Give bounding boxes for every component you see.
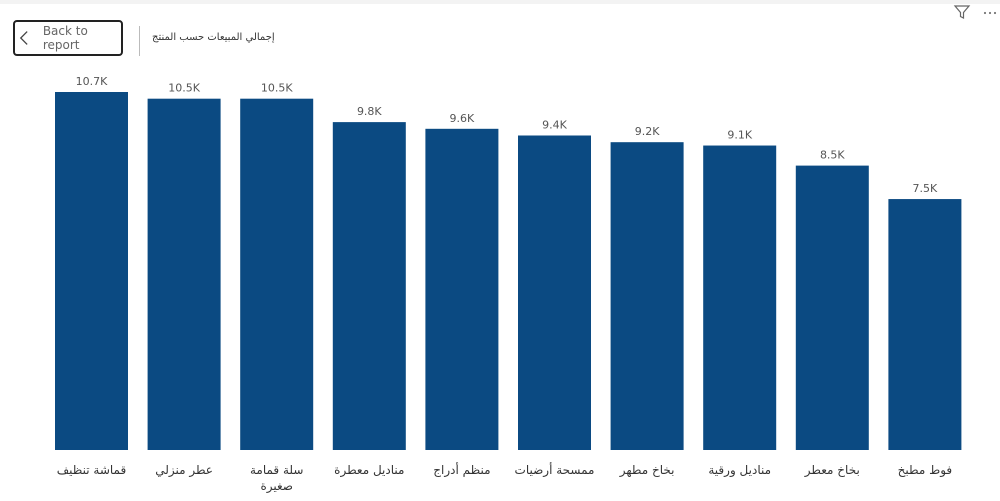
x-axis-label: ممسحة أرضيات [515,462,595,478]
chevron-left-icon [19,31,28,45]
back-to-report-button[interactable]: Back to report [13,20,123,56]
x-axis-label: بخاخ مطهر [619,463,675,478]
data-label: 10.5K [168,82,200,95]
data-label: 9.8K [357,105,382,118]
bar[interactable] [610,142,684,450]
filter-icon[interactable] [953,3,971,21]
more-options-icon[interactable] [982,3,998,21]
data-label: 9.6K [450,112,475,125]
divider [139,26,140,56]
data-label: 10.7K [76,75,108,88]
bar[interactable] [240,98,314,450]
data-label: 9.4K [542,118,567,131]
x-axis-label: سلة قمامة [250,463,303,477]
bar[interactable] [795,165,869,450]
x-axis-label: فوط مطبخ [898,463,953,478]
bar[interactable] [332,122,406,450]
data-label: 9.2K [635,125,660,138]
top-border [0,0,1000,4]
x-axis-label: بخاخ معطر [804,463,860,478]
bar[interactable] [888,199,962,450]
bar[interactable] [703,145,777,450]
x-axis-label: منظم أدراج [433,462,490,478]
back-label: Back to report [42,24,88,52]
x-axis-label: مناديل ورقية [708,463,771,478]
data-label: 8.5K [820,149,845,162]
x-axis-label: مناديل معطرة [334,463,404,478]
x-axis-label: عطر منزلي [155,463,213,478]
x-axis-label: قماشة تنظيف [57,463,126,477]
visual-title: إجمالي المبيعات حسب المنتج [152,32,275,43]
bar[interactable] [55,92,128,450]
data-label: 10.5K [261,82,293,95]
bar[interactable] [147,98,221,450]
data-label: 9.1K [727,129,752,142]
bar[interactable] [425,128,499,450]
data-label: 7.5K [913,182,938,195]
x-axis-label: صغيرة [260,479,293,494]
bar[interactable] [518,135,591,450]
